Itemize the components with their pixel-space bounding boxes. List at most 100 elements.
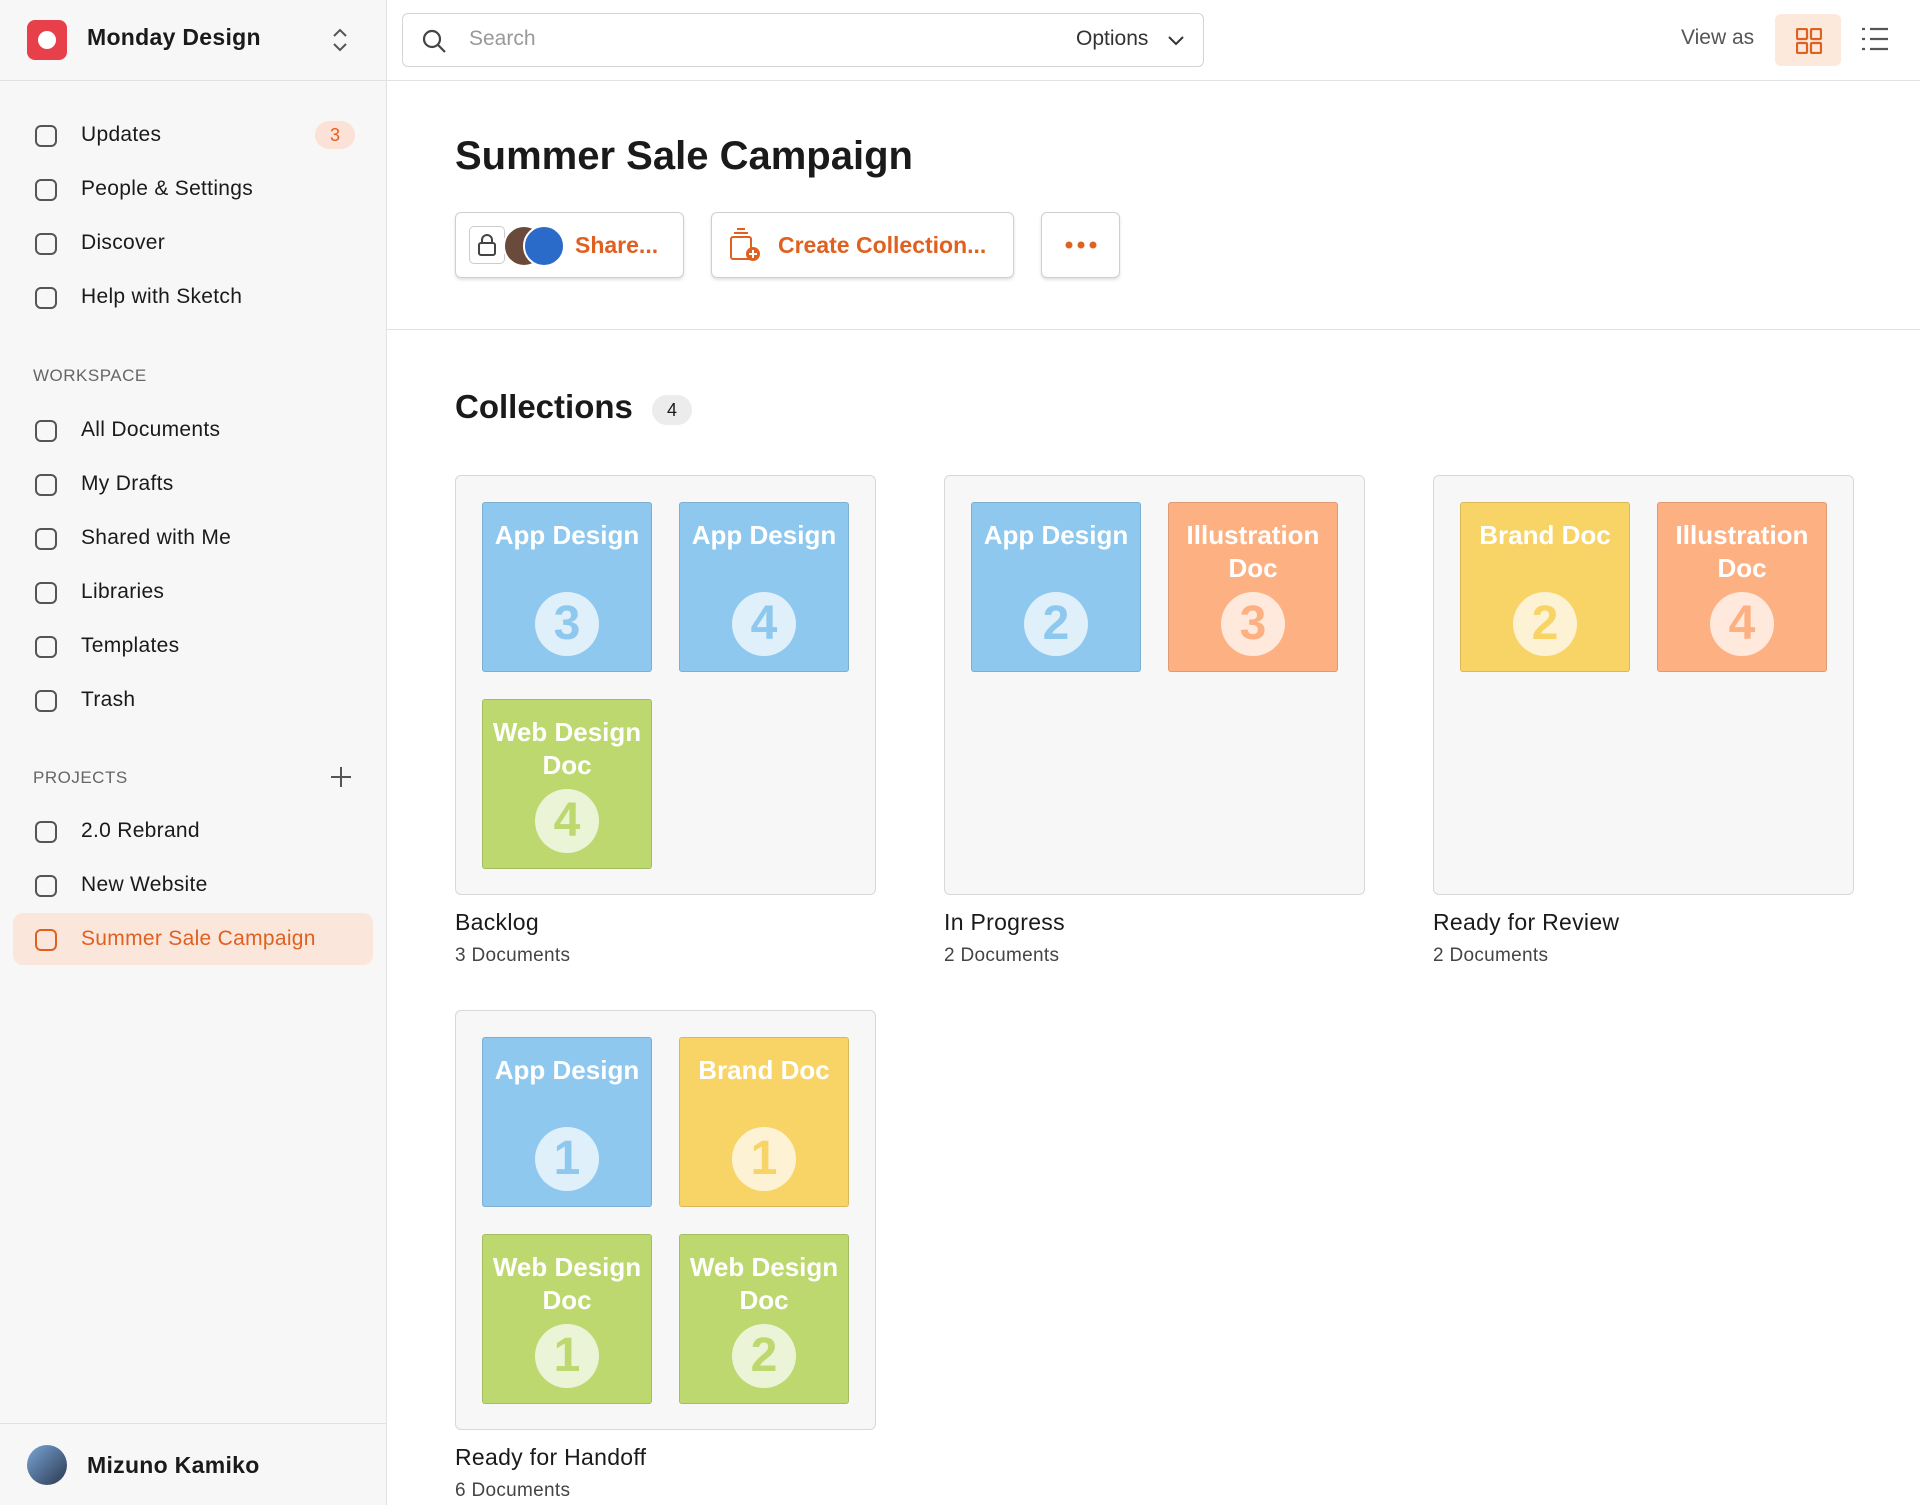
document-label: Web Design Doc xyxy=(492,1252,642,1315)
collection-card[interactable]: App Design 3 App Design 4 Web Design Doc 4 xyxy=(455,475,876,895)
nav-label: People & Settings xyxy=(81,177,254,200)
add-project[interactable] xyxy=(330,766,352,788)
document-tile[interactable]: Web Design Doc 2 xyxy=(679,1234,849,1404)
document-tile[interactable]: Illustration Doc 3 xyxy=(1168,502,1338,672)
document-number: 3 xyxy=(1221,592,1285,656)
document-tile[interactable]: App Design 1 xyxy=(482,1037,652,1207)
search-options[interactable]: Options xyxy=(1076,27,1149,50)
divider xyxy=(0,80,386,81)
collections-count: 4 xyxy=(652,395,692,425)
document-label: Brand Doc xyxy=(1479,520,1611,550)
search-placeholder: Search xyxy=(469,27,536,50)
document-tile[interactable]: App Design 4 xyxy=(679,502,849,672)
nav-label: Libraries xyxy=(81,580,165,603)
section-title: WORKSPACE xyxy=(33,366,147,385)
user-name[interactable]: Mizuno Kamiko xyxy=(87,1452,260,1478)
nav-item[interactable]: Updates 3 xyxy=(13,109,373,161)
document-label: App Design xyxy=(494,1055,640,1085)
collection-subtitle: 6 Documents xyxy=(455,1480,571,1501)
list-view-button[interactable] xyxy=(1861,26,1889,52)
nav-item[interactable]: All Documents xyxy=(13,404,373,456)
search-box[interactable]: Search Options xyxy=(402,13,1204,67)
document-tile[interactable]: Brand Doc 2 xyxy=(1460,502,1630,672)
divider xyxy=(0,1423,386,1424)
document-number: 1 xyxy=(535,1324,599,1388)
document-label: App Design xyxy=(494,520,640,550)
document-number: 2 xyxy=(1513,592,1577,656)
document-label: App Design xyxy=(983,520,1129,550)
divider xyxy=(387,329,1920,330)
sidebar: Monday Design WORKSPACE PROJECTS Mizuno … xyxy=(0,0,387,1505)
nav-item[interactable]: Shared with Me xyxy=(13,512,373,564)
document-label: Brand Doc xyxy=(698,1055,830,1085)
create-label: Create Collection... xyxy=(778,232,987,258)
nav-item[interactable]: Trash xyxy=(13,674,373,726)
nav-label: Shared with Me xyxy=(81,526,232,549)
view-label: View as xyxy=(1681,26,1755,49)
section-title: PROJECTS xyxy=(33,768,128,787)
nav-item[interactable]: 2.0 Rebrand xyxy=(13,805,373,857)
document-label: Web Design Doc xyxy=(689,1252,839,1315)
document-label: Illustration Doc xyxy=(1186,520,1320,583)
document-label: App Design xyxy=(691,520,837,550)
nav-item[interactable]: Templates xyxy=(13,620,373,672)
share-button[interactable]: Share... xyxy=(455,212,684,278)
collection-name[interactable]: Ready for Review xyxy=(1433,909,1620,935)
document-tile[interactable]: App Design 2 xyxy=(971,502,1141,672)
nav-label: 2.0 Rebrand xyxy=(81,819,200,842)
document-number: 1 xyxy=(732,1127,796,1191)
user-avatar[interactable] xyxy=(27,1445,67,1485)
collection-name[interactable]: Ready for Handoff xyxy=(455,1444,647,1470)
document-number: 4 xyxy=(732,592,796,656)
nav-label: All Documents xyxy=(81,418,221,441)
document-number: 4 xyxy=(1710,592,1774,656)
document-number: 1 xyxy=(535,1127,599,1191)
collection-subtitle: 2 Documents xyxy=(944,945,1060,966)
collection-name[interactable]: Backlog xyxy=(455,909,539,935)
nav-label: Help with Sketch xyxy=(81,285,243,308)
nav-item[interactable]: New Website xyxy=(13,859,373,911)
collection-subtitle: 2 Documents xyxy=(1433,945,1549,966)
nav-item[interactable]: Help with Sketch xyxy=(13,271,373,323)
document-number: 2 xyxy=(1024,592,1088,656)
nav-label: My Drafts xyxy=(81,472,174,495)
collection-subtitle: 3 Documents xyxy=(455,945,571,966)
topbar xyxy=(387,0,1920,81)
nav-label: New Website xyxy=(81,873,208,896)
collection-card[interactable]: App Design 2 Illustration Doc 3 xyxy=(944,475,1365,895)
workspace-logo[interactable] xyxy=(27,20,67,60)
document-tile[interactable]: Illustration Doc 4 xyxy=(1657,502,1827,672)
workspace-switch[interactable] xyxy=(330,27,350,53)
nav-badge: 3 xyxy=(315,121,355,149)
nav-item[interactable]: Summer Sale Campaign xyxy=(13,913,373,965)
nav-item[interactable]: People & Settings xyxy=(13,163,373,215)
nav-label: Summer Sale Campaign xyxy=(81,927,316,950)
document-number: 3 xyxy=(535,592,599,656)
more-button[interactable] xyxy=(1041,212,1120,278)
document-tile[interactable]: Brand Doc 1 xyxy=(679,1037,849,1207)
nav-label: Trash xyxy=(81,688,136,711)
nav-label: Templates xyxy=(81,634,180,657)
create-collection-button[interactable]: Create Collection... xyxy=(711,212,1014,278)
collection-card[interactable]: Brand Doc 2 Illustration Doc 4 xyxy=(1433,475,1854,895)
document-tile[interactable]: Web Design Doc 4 xyxy=(482,699,652,869)
collection-name[interactable]: In Progress xyxy=(944,909,1065,935)
collections-title: Collections xyxy=(455,388,633,425)
document-number: 4 xyxy=(535,789,599,853)
nav-label: Updates xyxy=(81,123,162,146)
workspace-name[interactable]: Monday Design xyxy=(87,24,261,50)
document-tile[interactable]: App Design 3 xyxy=(482,502,652,672)
document-number: 2 xyxy=(732,1324,796,1388)
document-label: Illustration Doc xyxy=(1675,520,1809,583)
document-label: Web Design Doc xyxy=(492,717,642,780)
nav-item[interactable]: Libraries xyxy=(13,566,373,618)
grid-view-button[interactable] xyxy=(1775,14,1841,66)
page-title: Summer Sale Campaign xyxy=(455,134,913,178)
nav-label: Discover xyxy=(81,231,166,254)
share-label: Share... xyxy=(575,232,659,258)
nav-item[interactable]: My Drafts xyxy=(13,458,373,510)
collection-card[interactable]: App Design 1 Brand Doc 1 Web Design Doc 1 Web … xyxy=(455,1010,876,1430)
document-tile[interactable]: Web Design Doc 1 xyxy=(482,1234,652,1404)
nav-item[interactable]: Discover xyxy=(13,217,373,269)
